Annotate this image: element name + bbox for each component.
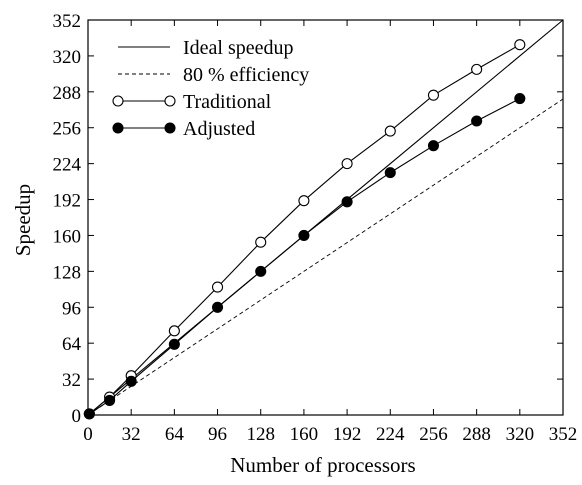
adjusted-point [168, 338, 180, 350]
traditional-point [211, 281, 224, 293]
x-tick-label: 32 [122, 424, 141, 445]
adjusted-point [83, 408, 95, 420]
legend-label-ideal-speedup: Ideal speedup [183, 37, 294, 59]
y-axis-title: Speedup [11, 184, 35, 256]
legend-marker-adjusted [112, 122, 124, 134]
y-tick-label: 32 [62, 370, 81, 391]
traditional-line [88, 44, 521, 415]
legend-label-80-efficiency: 80 % efficiency [183, 64, 309, 86]
y-tick-label: 128 [53, 262, 82, 283]
legend-marker-traditional [112, 95, 124, 107]
traditional-point [341, 158, 353, 170]
adjusted-point [514, 93, 526, 105]
adjusted-point [255, 265, 267, 277]
legend-marker-traditional [164, 95, 176, 107]
y-axis-ticks: 0 32 64 96 128 160 192 224 256 288 320 352 [53, 11, 563, 427]
y-tick-label: 96 [62, 298, 81, 319]
x-tick-label: 192 [333, 424, 362, 445]
traditional-point [298, 195, 310, 207]
adjusted-point [341, 196, 353, 208]
adjusted-point [384, 167, 396, 179]
legend-marker-adjusted [164, 122, 176, 134]
plot-border [87, 19, 564, 416]
x-tick-label: 96 [208, 424, 227, 445]
adjusted-point [298, 229, 310, 242]
y-tick-label: 160 [53, 226, 82, 247]
legend: Ideal speedup 80 % efficiency Traditional A… [112, 37, 309, 140]
series-layer [83, 19, 564, 420]
y-tick-label: 224 [53, 155, 82, 176]
x-tick-label: 256 [419, 424, 448, 445]
traditional-point [168, 325, 180, 337]
y-tick-label: 288 [53, 83, 82, 104]
80-efficiency-line [87, 98, 564, 416]
x-tick-label: 320 [506, 424, 535, 445]
adjusted-line [88, 98, 521, 415]
adjusted-point [125, 375, 137, 387]
y-tick-label: 352 [53, 11, 82, 32]
legend-label-adjusted: Adjusted [183, 118, 255, 140]
x-axis-title: Number of processors [230, 453, 415, 477]
traditional-point [384, 125, 396, 137]
adjusted-point [471, 115, 483, 127]
x-tick-label: 128 [246, 424, 275, 445]
adjusted-point [211, 301, 224, 313]
plot-frame [87, 19, 564, 416]
x-tick-label: 352 [549, 424, 578, 445]
y-tick-label: 0 [72, 406, 82, 427]
x-tick-label: 64 [165, 424, 185, 445]
traditional-point [427, 89, 440, 101]
adjusted-point [427, 140, 440, 152]
adjusted-point [104, 394, 116, 406]
y-tick-label: 64 [62, 334, 82, 355]
traditional-point [471, 63, 483, 75]
x-tick-label: 288 [462, 424, 491, 445]
x-tick-label: 160 [290, 424, 319, 445]
ideal-speedup-line [87, 19, 564, 416]
y-tick-label: 320 [53, 47, 82, 68]
traditional-point [514, 39, 526, 51]
x-tick-label: 224 [376, 424, 405, 445]
x-axis-ticks: 0 32 64 96 128 160 192 224 256 288 320 352 [83, 20, 577, 445]
legend-label-traditional: Traditional [183, 91, 272, 113]
x-tick-label: 0 [83, 424, 93, 445]
y-tick-label: 256 [53, 119, 82, 140]
y-tick-label: 192 [53, 191, 82, 212]
traditional-point [255, 236, 267, 248]
